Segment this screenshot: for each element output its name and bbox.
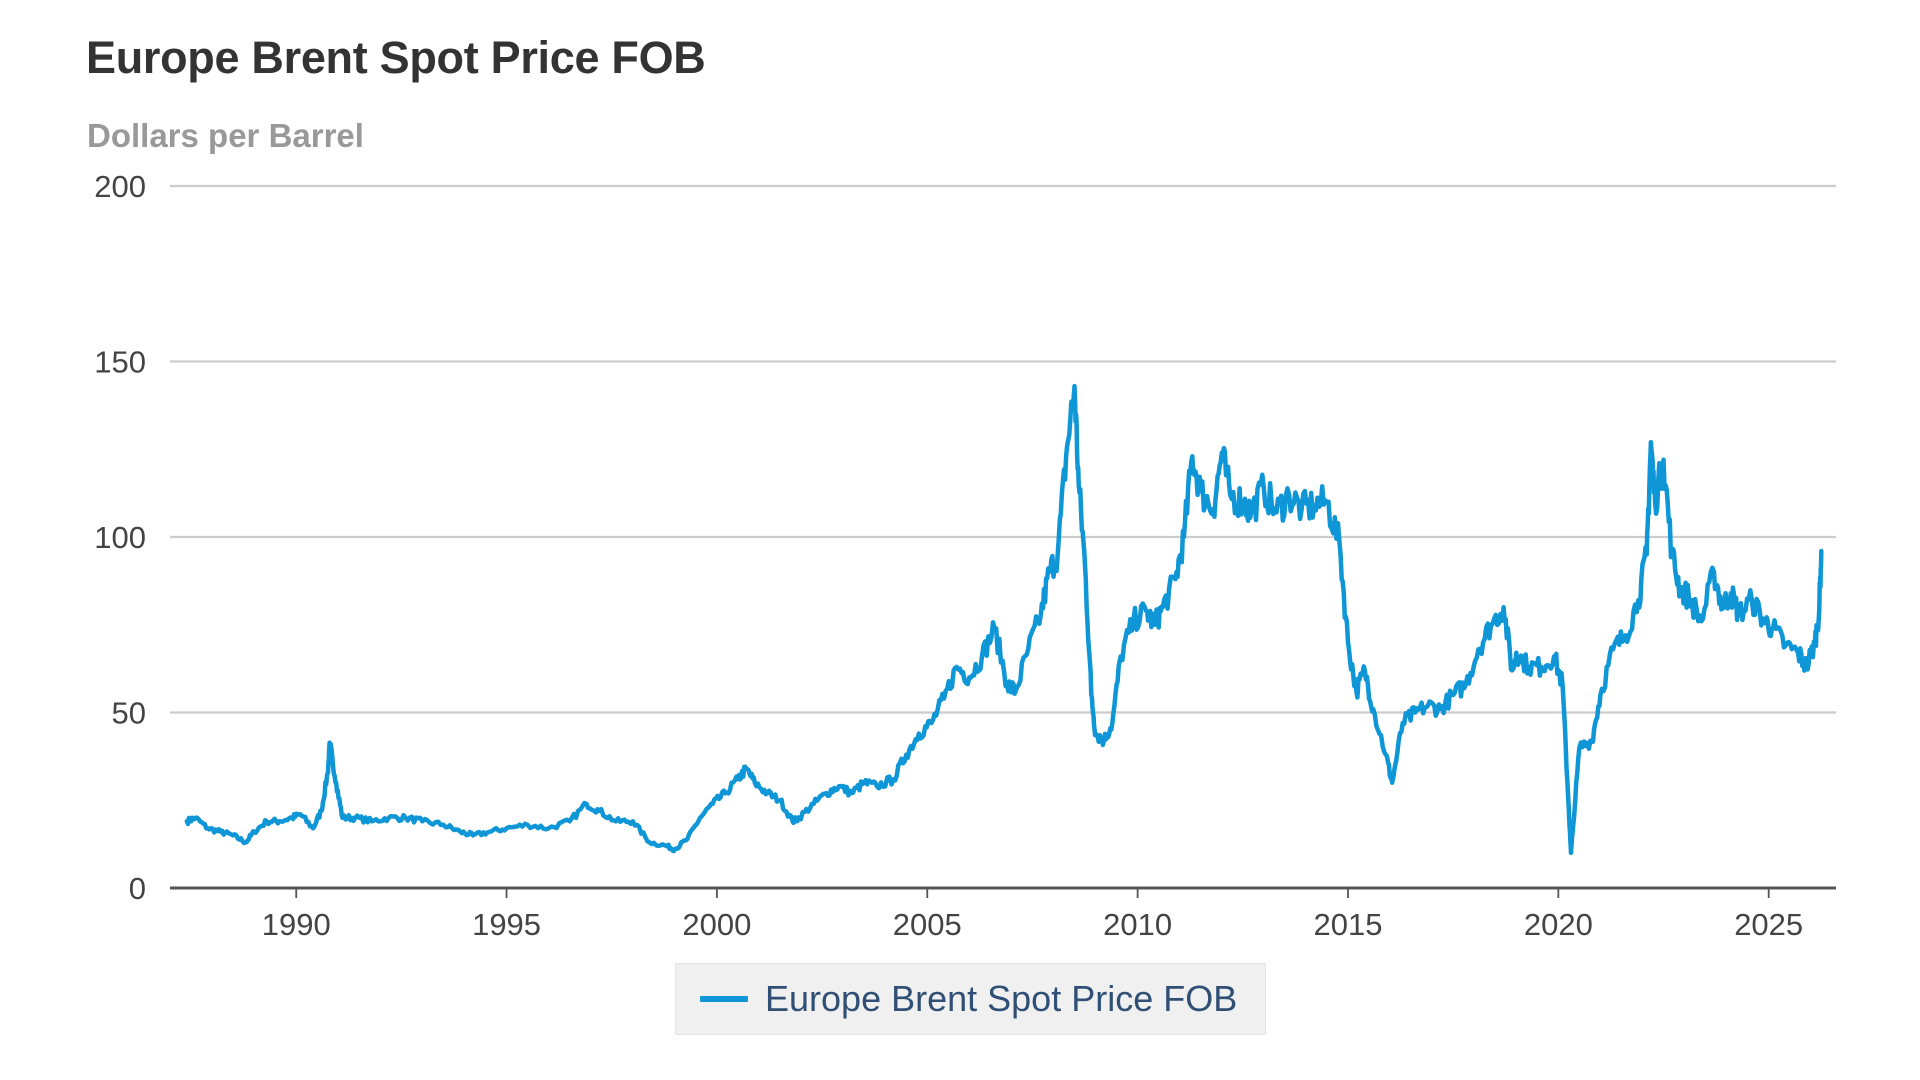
- x-tick-label: 2005: [893, 907, 962, 942]
- x-axis: 1990 1995 2000 2005 2010 2015 2020 2025: [170, 886, 1836, 942]
- x-tick-label: 1995: [472, 907, 541, 942]
- y-tick-label: 200: [94, 169, 146, 204]
- y-tick-label: 50: [112, 696, 146, 731]
- series-line-brent: [184, 383, 1824, 856]
- y-axis: 0 50 100 150 200: [94, 169, 146, 906]
- chart-subtitle: Dollars per Barrel: [87, 117, 364, 154]
- x-tick-label: 1990: [262, 907, 331, 942]
- legend[interactable]: Europe Brent Spot Price FOB: [675, 963, 1266, 1035]
- y-tick-label: 0: [129, 871, 146, 906]
- legend-swatch-icon: [700, 996, 748, 1002]
- x-tick-label: 2020: [1524, 907, 1593, 942]
- y-tick-label: 100: [94, 520, 146, 555]
- gridlines: [170, 184, 1836, 714]
- series-group: [184, 383, 1824, 856]
- x-tick-label: 2000: [682, 907, 751, 942]
- y-tick-label: 150: [94, 345, 146, 380]
- x-tick-label: 2015: [1313, 907, 1382, 942]
- chart-title: Europe Brent Spot Price FOB: [86, 32, 706, 83]
- x-tick-label: 2025: [1734, 907, 1803, 942]
- x-tick-label: 2010: [1103, 907, 1172, 942]
- legend-item-label[interactable]: Europe Brent Spot Price FOB: [765, 978, 1238, 1019]
